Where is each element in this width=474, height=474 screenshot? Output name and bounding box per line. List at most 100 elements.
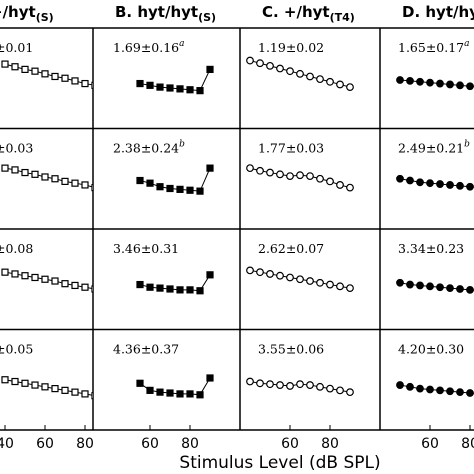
data-point xyxy=(51,385,59,393)
annotation-text: 1.65±0.17 xyxy=(398,40,464,55)
data-point xyxy=(266,380,274,389)
data-point xyxy=(396,174,404,183)
data-point xyxy=(156,183,164,191)
data-point xyxy=(456,285,464,293)
data-point xyxy=(41,383,49,391)
data-point xyxy=(51,72,59,81)
data-point xyxy=(41,275,49,283)
data-point xyxy=(426,282,434,291)
data-point xyxy=(416,178,424,187)
data-point xyxy=(466,389,474,397)
data-point xyxy=(326,177,334,186)
data-point xyxy=(246,164,254,173)
data-point xyxy=(446,387,454,396)
data-point xyxy=(61,280,69,288)
x-tick-label: 80 xyxy=(461,436,474,452)
data-point xyxy=(406,382,414,391)
x-axis-label: Stimulus Level (dB SPL) xyxy=(179,453,380,473)
panel-annotation: 3.55±0.06 xyxy=(258,342,324,357)
data-point xyxy=(436,386,444,395)
data-point xyxy=(71,388,79,396)
data-point xyxy=(1,268,9,276)
data-point xyxy=(156,284,164,292)
data-point xyxy=(306,72,314,81)
data-point xyxy=(346,83,354,91)
data-point xyxy=(256,379,264,388)
data-point xyxy=(186,86,194,94)
data-point xyxy=(176,286,184,294)
data-point xyxy=(71,179,79,187)
series-line xyxy=(399,282,474,291)
data-point xyxy=(416,281,424,290)
data-point xyxy=(456,81,464,90)
data-point xyxy=(11,63,19,71)
column-title: +/hyt(S) xyxy=(0,3,54,24)
data-point xyxy=(256,166,264,175)
data-point xyxy=(436,283,444,292)
annotation-text: ±0.08 xyxy=(0,241,33,256)
x-tick-label: 60 xyxy=(141,436,159,452)
annotation-sup: b xyxy=(464,140,470,150)
data-point xyxy=(176,390,184,398)
data-point xyxy=(166,184,174,193)
data-point xyxy=(196,391,204,399)
data-point xyxy=(31,273,39,282)
data-point xyxy=(21,65,29,74)
data-point xyxy=(396,381,404,389)
data-point xyxy=(266,61,274,70)
column: 40 60 80 ±0.01 ±0.03 ±0.08 ±0.05 xyxy=(0,40,108,452)
data-point xyxy=(1,164,9,172)
panel-annotation: 4.36±0.37 xyxy=(113,342,179,357)
data-point xyxy=(102,394,108,400)
data-point xyxy=(146,386,154,394)
title-sub: (S) xyxy=(36,11,54,24)
title-main: B. hyt/hyt xyxy=(115,3,198,21)
data-point xyxy=(166,285,174,293)
annotation-sup: a xyxy=(179,39,184,49)
column: 60 80 1.69±0.16a 2.38±0.24b 3.46±0.31 4.36±0.… xyxy=(113,39,214,452)
data-point xyxy=(81,283,89,291)
data-point xyxy=(1,376,9,384)
data-point xyxy=(11,377,19,386)
data-point xyxy=(71,281,79,290)
data-point xyxy=(61,177,69,186)
data-point xyxy=(102,186,108,192)
annotation-text: 4.20±0.30 xyxy=(398,342,464,357)
panel-annotation: 1.19±0.02 xyxy=(258,40,324,55)
column-title: C. +/hyt(T4) xyxy=(262,3,355,24)
annotation-text: 2.38±0.24 xyxy=(113,141,179,156)
data-point xyxy=(396,76,404,84)
data-point xyxy=(286,382,294,390)
data-point xyxy=(326,384,334,393)
data-point xyxy=(326,77,334,86)
column: 60 80 1.65±0.17a 2.49±0.21b 3.34±0.23 4.20±0.… xyxy=(396,39,474,452)
x-tick-label: 80 xyxy=(181,436,199,452)
x-tick-label: 80 xyxy=(76,436,94,452)
data-point xyxy=(306,172,314,180)
data-point xyxy=(336,386,344,395)
panel-annotation: 2.38±0.24b xyxy=(113,140,185,156)
data-point xyxy=(466,182,474,191)
data-point xyxy=(196,287,204,295)
data-point xyxy=(146,283,154,291)
annotation-text: 1.69±0.16 xyxy=(113,40,179,55)
data-point xyxy=(91,81,93,89)
data-point xyxy=(146,179,154,187)
data-point xyxy=(256,268,264,277)
data-point xyxy=(246,266,254,275)
data-point xyxy=(206,164,214,172)
data-point xyxy=(136,280,144,289)
data-point xyxy=(406,77,414,85)
data-point xyxy=(406,280,414,289)
data-point xyxy=(466,285,474,294)
data-point xyxy=(81,181,89,189)
data-point xyxy=(286,172,294,180)
data-point xyxy=(156,83,164,91)
panel-annotation: 1.69±0.16a xyxy=(113,39,185,55)
data-point xyxy=(176,185,184,193)
data-point xyxy=(296,380,304,389)
data-point xyxy=(426,78,434,87)
data-point xyxy=(136,79,144,88)
data-point xyxy=(21,272,29,280)
